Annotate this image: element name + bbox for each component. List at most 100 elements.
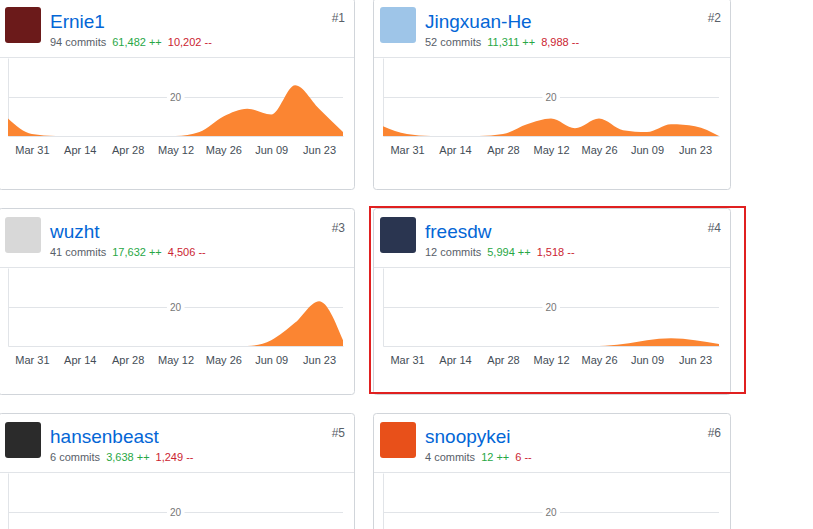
x-tick-label: Apr 28: [112, 144, 144, 156]
card-border: [374, 414, 731, 529]
x-tick: Apr 14: [439, 346, 471, 366]
label-backdrop: [542, 302, 560, 313]
x-tick: Jun 09: [255, 346, 288, 366]
commit-stat: 6 --: [515, 451, 532, 463]
label-backdrop: [167, 92, 185, 103]
x-tick: Apr 14: [439, 136, 471, 156]
avatar[interactable]: [5, 422, 41, 458]
x-tick-label: Apr 14: [64, 144, 96, 156]
avatar[interactable]: [5, 7, 41, 43]
x-tick-label: Mar 31: [15, 354, 49, 366]
commit-stat: 1,518 --: [537, 246, 575, 258]
x-tick-label: May 12: [533, 354, 569, 366]
x-tick-label: May 26: [581, 354, 617, 366]
x-tick: Apr 28: [487, 136, 519, 156]
x-axis-line: [9, 346, 344, 347]
x-tick: May 26: [581, 136, 617, 156]
x-axis: Mar 31 Apr 14 Apr 28 May 12 May 26 Jun 09 Jun …: [9, 136, 344, 156]
avatar[interactable]: [5, 217, 41, 253]
x-tick: Mar 31: [15, 346, 49, 366]
contributor-name[interactable]: Ernie1: [50, 11, 105, 32]
commit-stat: 8,988 --: [541, 36, 579, 48]
commit-stat: 4,506 --: [168, 246, 206, 258]
label-backdrop: [167, 302, 185, 313]
contributors-page: Ernie1#194 commits61,482 ++10,202 --20Ma…: [0, 0, 813, 529]
contributor-card: Jingxuan-He#252 commits11,311 ++8,988 --…: [374, 0, 731, 190]
x-axis: Mar 31Apr 14Apr 28May 12May 26Jun 09Jun …: [384, 346, 720, 366]
contributor-card: snoopykei#64 commits12 ++6 --20: [374, 414, 731, 529]
avatar[interactable]: [380, 7, 416, 43]
y-axis: 20: [383, 269, 719, 347]
commit-stat: 1,249 --: [156, 451, 194, 463]
x-tick: May 12: [533, 136, 569, 156]
x-tick-label: May 26: [206, 354, 242, 366]
commit-area: [383, 338, 719, 346]
x-tick-label: May 12: [533, 144, 569, 156]
y-axis: 20: [8, 474, 343, 529]
x-axis-line: [384, 346, 720, 347]
y-axis-line: [383, 474, 384, 529]
x-tick: Jun 09: [631, 136, 664, 156]
x-tick-label: Jun 09: [255, 354, 288, 366]
card-divider: [374, 267, 730, 268]
x-tick-label: Jun 23: [303, 354, 336, 366]
plot-marks: [8, 301, 343, 346]
x-tick: Apr 28: [112, 346, 144, 366]
commit-area: [8, 85, 343, 136]
card-divider: [0, 267, 354, 268]
x-tick: Mar 31: [15, 136, 49, 156]
commit-stat: 11,311 ++: [487, 36, 535, 48]
rank: #6: [708, 426, 722, 440]
y-axis: 20: [383, 474, 719, 529]
commit-stat: 5,994 ++: [487, 246, 530, 258]
contributor-name[interactable]: freesdw: [425, 221, 492, 242]
y-axis: 20: [8, 269, 343, 347]
x-tick: Jun 09: [631, 346, 664, 366]
y-axis: 20: [383, 59, 719, 137]
card-divider: [374, 472, 730, 473]
x-tick-label: May 12: [158, 144, 194, 156]
x-tick-label: Mar 31: [390, 354, 424, 366]
contributor-name[interactable]: wuzht: [49, 221, 100, 242]
x-tick-label: Jun 23: [679, 354, 712, 366]
rank: #5: [332, 426, 346, 440]
y-tick-label: 20: [170, 507, 182, 518]
x-tick-label: May 12: [158, 354, 194, 366]
y-axis: 20: [8, 59, 343, 137]
y-axis-line: [8, 474, 9, 529]
avatar[interactable]: [380, 217, 416, 253]
card-divider: [0, 472, 354, 473]
x-tick: May 26: [206, 346, 242, 366]
contributor-name[interactable]: snoopykei: [425, 426, 511, 447]
x-tick: Jun 23: [679, 136, 712, 156]
y-tick: 20: [383, 507, 719, 518]
x-tick-label: Jun 23: [303, 144, 336, 156]
x-tick-label: Apr 28: [487, 144, 519, 156]
x-tick: Apr 28: [112, 136, 144, 156]
x-tick-label: Apr 28: [112, 354, 144, 366]
x-axis-line: [384, 136, 720, 137]
avatar[interactable]: [380, 422, 416, 458]
card-border: [0, 0, 355, 190]
x-tick: Jun 23: [303, 136, 336, 156]
x-tick-label: Jun 09: [631, 354, 664, 366]
contributor-name[interactable]: hansenbeast: [50, 426, 160, 447]
x-tick-label: Mar 31: [390, 144, 424, 156]
x-tick: Jun 09: [255, 136, 288, 156]
x-tick-label: Jun 23: [679, 144, 712, 156]
commit-stat: 3,638 ++: [106, 451, 149, 463]
x-tick: May 26: [581, 346, 617, 366]
card-border: [0, 414, 355, 529]
contributor-name[interactable]: Jingxuan-He: [425, 11, 532, 32]
label-backdrop: [542, 507, 560, 518]
x-tick: May 26: [206, 136, 242, 156]
commit-stat: 4 commits: [425, 451, 476, 463]
rank: #1: [332, 11, 346, 25]
rank: #3: [332, 221, 346, 235]
x-tick: Jun 23: [303, 346, 336, 366]
x-tick: May 12: [158, 136, 194, 156]
x-tick-label: Apr 14: [64, 354, 96, 366]
x-tick-label: Apr 14: [439, 144, 471, 156]
label-backdrop: [167, 507, 185, 518]
x-tick-label: Apr 14: [439, 354, 471, 366]
